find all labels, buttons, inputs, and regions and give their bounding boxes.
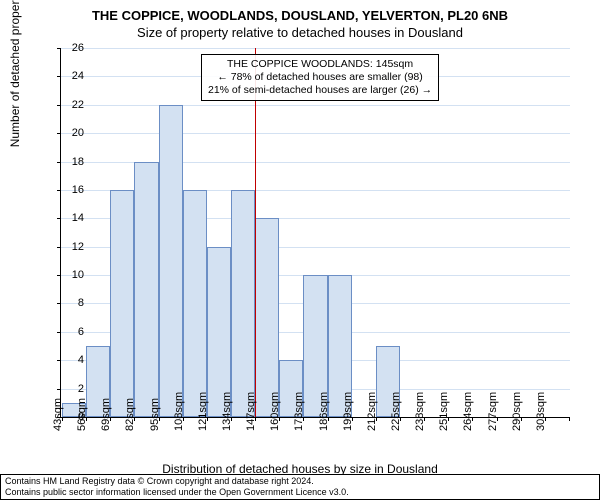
histogram-bar [183,190,207,417]
y-axis-label: Number of detached properties [8,0,22,147]
chart-title-main: THE COPPICE, WOODLANDS, DOUSLAND, YELVER… [0,0,600,23]
ytick-label: 18 [54,156,84,168]
ytick-label: 6 [54,326,84,338]
histogram-bar [134,162,158,417]
footer-line-1: Contains HM Land Registry data © Crown c… [5,476,595,487]
annotation-line: 21% of semi-detached houses are larger (… [208,84,432,97]
plot-region: THE COPPICE WOODLANDS: 145sqm← 78% of de… [60,48,570,418]
histogram-bar [231,190,255,417]
ytick-label: 22 [54,99,84,111]
footer-line-2: Contains public sector information licen… [5,487,595,498]
ytick-label: 20 [54,127,84,139]
ytick-label: 26 [54,42,84,54]
histogram-bar [159,105,183,417]
ytick-label: 2 [54,383,84,395]
annotation-line: ← 78% of detached houses are smaller (98… [208,71,432,84]
ytick-label: 10 [54,269,84,281]
ytick-label: 8 [54,297,84,309]
chart-title-sub: Size of property relative to detached ho… [0,23,600,40]
chart-area: THE COPPICE WOODLANDS: 145sqm← 78% of de… [60,48,570,418]
annotation-box: THE COPPICE WOODLANDS: 145sqm← 78% of de… [201,54,439,101]
gridline [61,133,570,134]
annotation-line: THE COPPICE WOODLANDS: 145sqm [208,58,432,71]
ytick-label: 12 [54,241,84,253]
ytick-label: 4 [54,354,84,366]
ytick-label: 24 [54,70,84,82]
footer-attribution: Contains HM Land Registry data © Crown c… [0,474,600,500]
gridline [61,48,570,49]
ytick-label: 16 [54,184,84,196]
histogram-bar [110,190,134,417]
gridline [61,105,570,106]
chart-container: THE COPPICE, WOODLANDS, DOUSLAND, YELVER… [0,0,600,500]
ytick-label: 14 [54,212,84,224]
xtick-mark [569,417,570,421]
histogram-bar [255,218,279,417]
reference-marker-line [255,48,256,417]
